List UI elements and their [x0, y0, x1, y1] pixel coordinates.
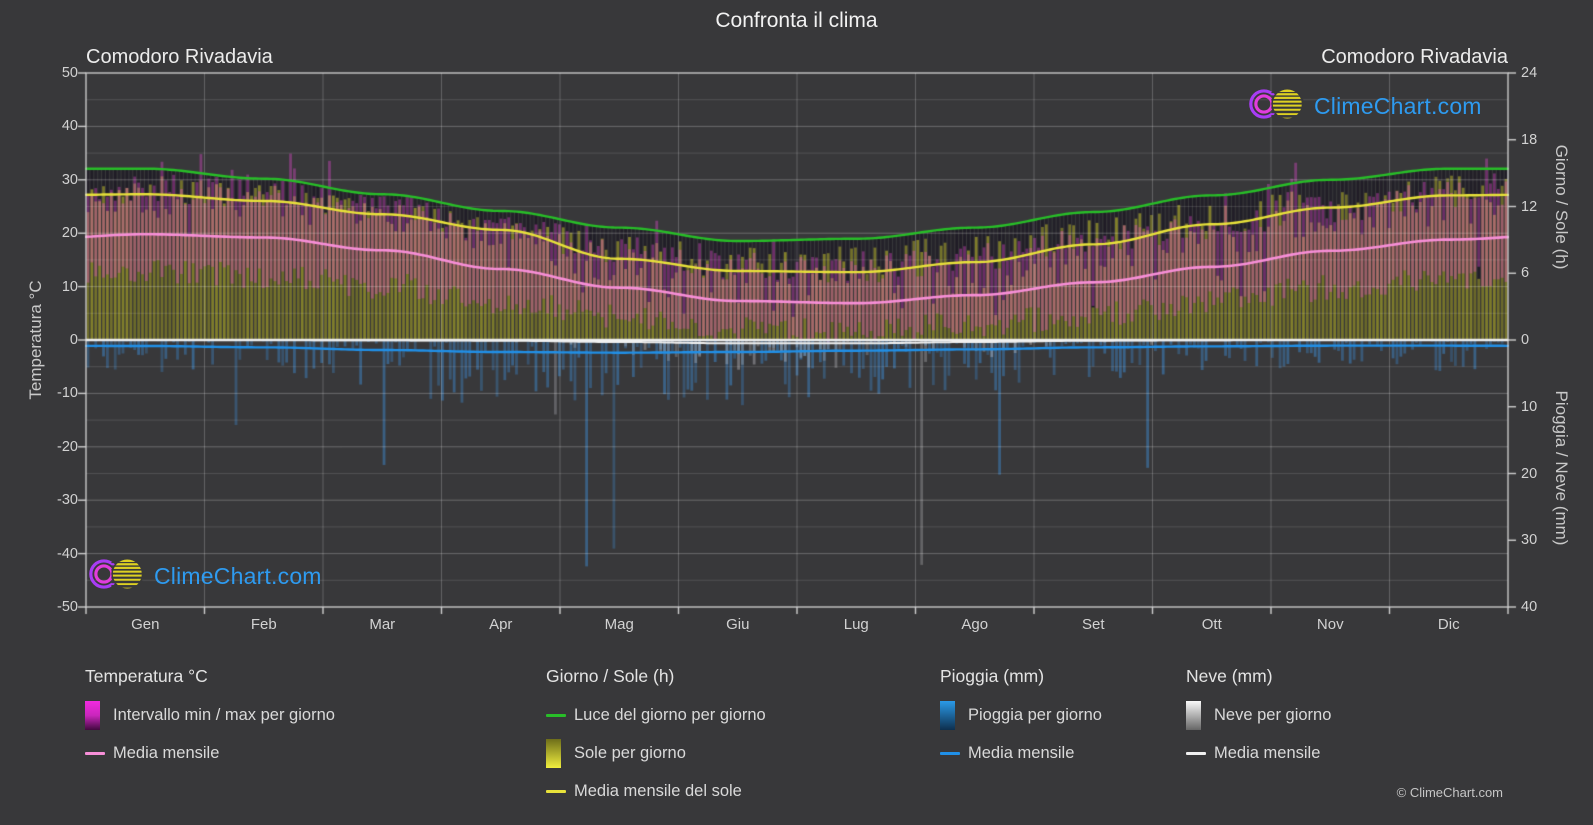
legend-group-title: Pioggia (mm)	[940, 666, 1045, 686]
legend-group-title: Neve (mm)	[1186, 666, 1273, 686]
sun-tick-label: 18	[1521, 131, 1538, 148]
legend-swatch-wrap	[940, 700, 964, 730]
month-label: Mag	[604, 616, 634, 633]
legend-swatch-wrap	[85, 751, 109, 755]
month-label: Gen	[131, 616, 160, 633]
legend-swatch-wrap	[85, 700, 109, 730]
legend-swatch-line	[85, 751, 105, 755]
legend-swatch-wrap	[546, 789, 570, 793]
legend-swatch-bar	[1186, 700, 1201, 730]
legend-item-label: Pioggia per giorno	[968, 705, 1102, 724]
rain-tick-label: 10	[1521, 398, 1538, 415]
climechart-logo-text: ClimeChart.com	[1314, 93, 1482, 119]
legend-item-label: Media mensile	[968, 743, 1075, 762]
legend-swatch-line	[546, 789, 566, 793]
legend-swatch-bar	[546, 738, 561, 768]
month-label: Mar	[369, 616, 396, 633]
legend-item: Media mensile	[1186, 738, 1320, 768]
legend-item-label: Media mensile	[113, 743, 220, 762]
sun-tick-label: 12	[1521, 198, 1538, 215]
month-label: Ott	[1201, 616, 1222, 633]
climechart-logo-top-right: ClimeChart.com	[1248, 86, 1482, 127]
month-label: Feb	[250, 616, 277, 633]
legend-item: Pioggia per giorno	[940, 700, 1102, 730]
sun-tick-label: 24	[1521, 65, 1538, 81]
legend-item-label: Media mensile del sole	[574, 781, 742, 800]
rain-tick-label: 30	[1521, 532, 1538, 549]
legend-swatch-wrap	[1186, 751, 1210, 755]
legend-group-title: Giorno / Sole (h)	[546, 666, 675, 686]
climechart-logo-bottom-left: ClimeChart.com	[88, 556, 322, 597]
temperature-tick-label: -20	[57, 438, 78, 455]
legend-item-label: Media mensile	[1214, 743, 1321, 762]
legend-item: Media mensile	[940, 738, 1074, 768]
month-label: Giu	[726, 616, 750, 633]
legend-item: Neve per giorno	[1186, 700, 1331, 730]
legend-item: Intervallo min / max per giorno	[85, 700, 335, 730]
month-label: Ago	[961, 616, 989, 633]
legend-item-label: Sole per giorno	[574, 743, 686, 762]
temperature-tick-label: 20	[61, 225, 78, 242]
temperature-tick-label: 0	[69, 332, 78, 348]
copyright-notice: © ClimeChart.com	[1396, 785, 1503, 800]
month-label: Dic	[1437, 616, 1460, 633]
climechart-logo-icon	[1248, 86, 1306, 127]
month-label: Lug	[843, 616, 869, 633]
legend-swatch-line	[546, 713, 566, 717]
legend-item: Media mensile del sole	[546, 776, 742, 806]
temperature-tick-label: -50	[57, 599, 78, 615]
legend-item: Luce del giorno per giorno	[546, 700, 766, 730]
legend-item-label: Intervallo min / max per giorno	[113, 705, 335, 724]
temperature-tick-label: 50	[61, 65, 78, 81]
legend-swatch-wrap	[940, 751, 964, 755]
station-name-left: Comodoro Rivadavia	[86, 46, 273, 68]
legend-swatch-bar	[940, 700, 955, 730]
legend-swatch-line	[940, 751, 960, 755]
sun-tick-label: 6	[1521, 265, 1530, 282]
legend-item: Sole per giorno	[546, 738, 686, 768]
month-label: Set	[1081, 616, 1105, 633]
legend-swatch-wrap	[1186, 700, 1210, 730]
temperature-tick-label: -10	[57, 385, 78, 402]
legend-item: Media mensile	[85, 738, 219, 768]
rain-tick-label: 40	[1521, 599, 1538, 615]
legend-group-title: Temperatura °C	[85, 666, 208, 686]
sun-axis-title: Giorno / Sole (h)	[1552, 144, 1571, 270]
month-label: Apr	[489, 616, 513, 633]
legend-swatch-line	[1186, 751, 1206, 755]
legend-item-label: Neve per giorno	[1214, 705, 1332, 724]
legend-item-label: Luce del giorno per giorno	[574, 705, 766, 724]
station-name-right: Comodoro Rivadavia	[1321, 46, 1508, 68]
legend-swatch-wrap	[546, 713, 570, 717]
climechart-logo-icon	[88, 556, 146, 597]
month-label: Nov	[1316, 616, 1344, 633]
legend-swatch-wrap	[546, 738, 570, 768]
temperature-tick-label: 10	[61, 278, 78, 295]
rain-axis-title: Pioggia / Neve (mm)	[1552, 390, 1571, 546]
temperature-tick-label: -40	[57, 545, 78, 562]
rain-tick-label: 20	[1521, 465, 1538, 482]
temperature-tick-label: -30	[57, 492, 78, 509]
climechart-logo-text: ClimeChart.com	[154, 563, 322, 589]
sun-tick-label: 0	[1521, 332, 1530, 348]
page-title: Confronta il clima	[715, 9, 878, 32]
legend-swatch-bar	[85, 700, 100, 730]
temperature-tick-label: 40	[61, 118, 78, 135]
temperature-tick-label: 30	[61, 171, 78, 188]
